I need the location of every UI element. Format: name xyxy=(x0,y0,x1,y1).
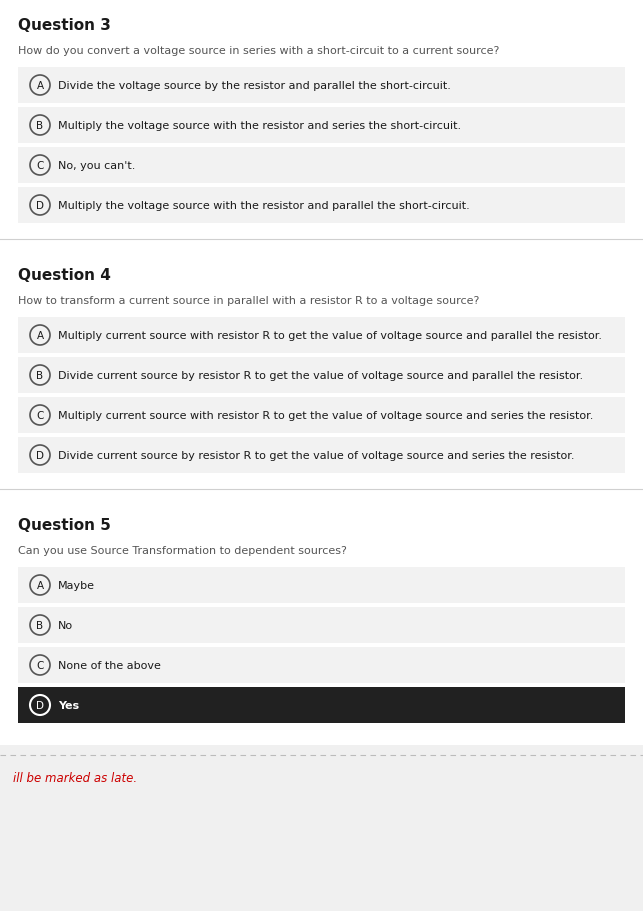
Text: Multiply current source with resistor R to get the value of voltage source and p: Multiply current source with resistor R … xyxy=(58,331,602,341)
Text: Divide current source by resistor R to get the value of voltage source and paral: Divide current source by resistor R to g… xyxy=(58,371,583,381)
Text: Divide the voltage source by the resistor and parallel the short-circuit.: Divide the voltage source by the resisto… xyxy=(58,81,451,91)
Text: Question 4: Question 4 xyxy=(18,268,111,282)
FancyBboxPatch shape xyxy=(18,397,625,434)
Text: Question 3: Question 3 xyxy=(18,18,111,33)
Text: Multiply the voltage source with the resistor and series the short-circuit.: Multiply the voltage source with the res… xyxy=(58,121,461,131)
FancyBboxPatch shape xyxy=(18,648,625,683)
FancyBboxPatch shape xyxy=(18,358,625,394)
Text: Divide current source by resistor R to get the value of voltage source and serie: Divide current source by resistor R to g… xyxy=(58,451,574,460)
FancyBboxPatch shape xyxy=(18,68,625,104)
Text: B: B xyxy=(37,371,44,381)
Text: A: A xyxy=(37,81,44,91)
Text: Multiply the voltage source with the resistor and parallel the short-circuit.: Multiply the voltage source with the res… xyxy=(58,200,470,210)
FancyBboxPatch shape xyxy=(0,745,643,911)
Text: ill be marked as late.: ill be marked as late. xyxy=(13,771,137,784)
Text: Yes: Yes xyxy=(58,701,79,711)
Text: B: B xyxy=(37,620,44,630)
Text: D: D xyxy=(36,701,44,711)
Text: How to transform a current source in parallel with a resistor R to a voltage sou: How to transform a current source in par… xyxy=(18,296,480,306)
Text: Multiply current source with resistor R to get the value of voltage source and s: Multiply current source with resistor R … xyxy=(58,411,593,421)
Text: None of the above: None of the above xyxy=(58,660,161,670)
Text: D: D xyxy=(36,451,44,460)
Text: Maybe: Maybe xyxy=(58,580,95,590)
Text: Question 5: Question 5 xyxy=(18,517,111,532)
Text: D: D xyxy=(36,200,44,210)
Text: How do you convert a voltage source in series with a short-circuit to a current : How do you convert a voltage source in s… xyxy=(18,46,500,56)
Text: C: C xyxy=(36,161,44,171)
FancyBboxPatch shape xyxy=(18,437,625,474)
Text: B: B xyxy=(37,121,44,131)
Text: A: A xyxy=(37,580,44,590)
Text: C: C xyxy=(36,411,44,421)
Text: Can you use Source Transformation to dependent sources?: Can you use Source Transformation to dep… xyxy=(18,546,347,556)
FancyBboxPatch shape xyxy=(18,188,625,224)
FancyBboxPatch shape xyxy=(18,107,625,144)
Text: C: C xyxy=(36,660,44,670)
FancyBboxPatch shape xyxy=(18,608,625,643)
FancyBboxPatch shape xyxy=(18,568,625,603)
Text: No, you can't.: No, you can't. xyxy=(58,161,136,171)
FancyBboxPatch shape xyxy=(18,687,625,723)
Text: A: A xyxy=(37,331,44,341)
FancyBboxPatch shape xyxy=(18,318,625,353)
Text: No: No xyxy=(58,620,73,630)
FancyBboxPatch shape xyxy=(18,148,625,184)
